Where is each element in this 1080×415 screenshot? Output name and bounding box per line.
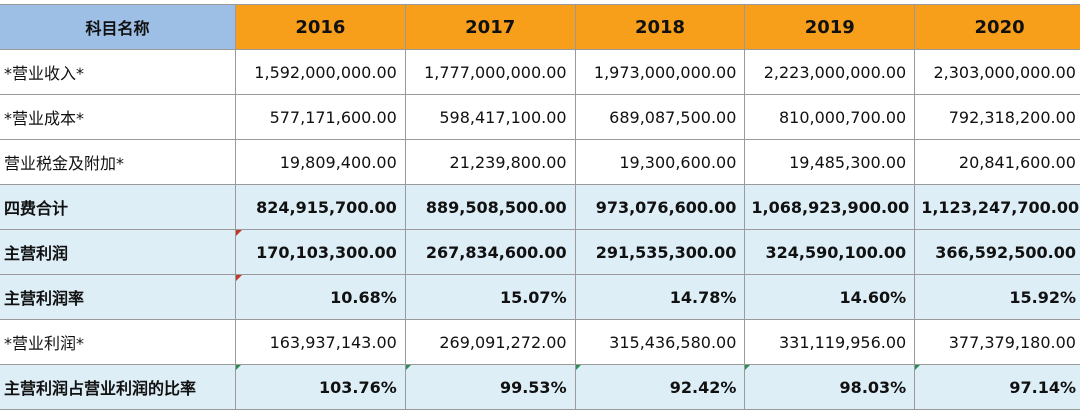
table-cell[interactable]: 97.14% (914, 364, 1080, 410)
table-cell[interactable]: 1,123,247,700.00 (914, 184, 1080, 230)
row-label[interactable]: *营业收入* (0, 49, 236, 95)
table-cell[interactable]: 366,592,500.00 (914, 229, 1080, 275)
table-cell[interactable]: 577,171,600.00 (235, 94, 406, 140)
table-cell[interactable]: 267,834,600.00 (404, 229, 576, 275)
table-cell[interactable]: 15.07% (404, 274, 576, 320)
row-label[interactable]: 主营利润 (0, 229, 236, 275)
table-cell[interactable]: 14.60% (744, 274, 916, 320)
table-cell[interactable]: 810,000,700.00 (744, 94, 916, 140)
table-cell[interactable]: 163,937,143.00 (235, 319, 406, 365)
table-cell[interactable]: 15.92% (914, 274, 1080, 320)
table-cell[interactable]: 377,379,180.00 (914, 319, 1080, 365)
row-label[interactable]: *营业利润* (0, 319, 236, 365)
table-row-operating-profit: *营业利润* 163,937,143.00 269,091,272.00 315… (0, 319, 1080, 365)
table-row-four-expenses: 四费合计 824,915,700.00 889,508,500.00 973,0… (0, 184, 1080, 230)
table-cell[interactable]: 331,119,956.00 (744, 319, 916, 365)
table-cell[interactable]: 99.53% (404, 364, 576, 410)
column-header-name[interactable]: 科目名称 (0, 4, 236, 50)
table-cell[interactable]: 889,508,500.00 (404, 184, 576, 230)
table-cell[interactable]: 19,809,400.00 (235, 139, 406, 185)
financial-table: 科目名称 2016 2017 2018 2019 2020 *营业收入* 1,5… (0, 4, 1080, 410)
table-cell[interactable]: 315,436,580.00 (574, 319, 746, 365)
row-label[interactable]: 营业税金及附加* (0, 139, 236, 185)
table-row-main-profit: 主营利润 170,103,300.00 267,834,600.00 291,5… (0, 229, 1080, 275)
table-cell[interactable]: 2,223,000,000.00 (744, 49, 916, 95)
table-cell[interactable]: 2,303,000,000.00 (914, 49, 1080, 95)
table-row-cost: *营业成本* 577,171,600.00 598,417,100.00 689… (0, 94, 1080, 140)
table-cell[interactable]: 792,318,200.00 (914, 94, 1080, 140)
table-cell[interactable]: 92.42% (574, 364, 746, 410)
row-label[interactable]: 主营利润占营业利润的比率 (0, 364, 236, 410)
table-cell[interactable]: 1,068,923,900.00 (744, 184, 916, 230)
table-cell[interactable]: 14.78% (574, 274, 746, 320)
column-header-2019[interactable]: 2019 (744, 4, 916, 50)
table-row-tax: 营业税金及附加* 19,809,400.00 21,239,800.00 19,… (0, 139, 1080, 185)
column-header-2017[interactable]: 2017 (404, 4, 576, 50)
table-cell[interactable]: 19,300,600.00 (574, 139, 746, 185)
table-cell[interactable]: 1,592,000,000.00 (235, 49, 406, 95)
table-cell[interactable]: 20,841,600.00 (914, 139, 1080, 185)
table-cell[interactable]: 103.76% (235, 364, 406, 410)
table-cell[interactable]: 19,485,300.00 (744, 139, 916, 185)
table-cell[interactable]: 269,091,272.00 (404, 319, 576, 365)
table-cell[interactable]: 598,417,100.00 (404, 94, 576, 140)
table-cell[interactable]: 1,973,000,000.00 (574, 49, 746, 95)
table-cell[interactable]: 824,915,700.00 (235, 184, 406, 230)
column-header-2016[interactable]: 2016 (235, 4, 406, 50)
table-cell[interactable]: 973,076,600.00 (574, 184, 746, 230)
table-row-main-profit-margin: 主营利润率 10.68% 15.07% 14.78% 14.60% 15.92% (0, 274, 1080, 320)
table-cell[interactable]: 10.68% (235, 274, 406, 320)
table-row-revenue: *营业收入* 1,592,000,000.00 1,777,000,000.00… (0, 49, 1080, 95)
table-cell[interactable]: 170,103,300.00 (235, 229, 406, 275)
table-cell[interactable]: 324,590,100.00 (744, 229, 916, 275)
table-cell[interactable]: 98.03% (744, 364, 916, 410)
row-label[interactable]: 四费合计 (0, 184, 236, 230)
row-label[interactable]: 主营利润率 (0, 274, 236, 320)
table-cell[interactable]: 21,239,800.00 (404, 139, 576, 185)
table-cell[interactable]: 1,777,000,000.00 (404, 49, 576, 95)
table-cell[interactable]: 689,087,500.00 (574, 94, 746, 140)
column-header-2020[interactable]: 2020 (914, 4, 1080, 50)
table-row-profit-ratio: 主营利润占营业利润的比率 103.76% 99.53% 92.42% 98.03… (0, 364, 1080, 410)
header-row: 科目名称 2016 2017 2018 2019 2020 (0, 4, 1080, 50)
column-header-2018[interactable]: 2018 (574, 4, 746, 50)
row-label[interactable]: *营业成本* (0, 94, 236, 140)
table-cell[interactable]: 291,535,300.00 (574, 229, 746, 275)
